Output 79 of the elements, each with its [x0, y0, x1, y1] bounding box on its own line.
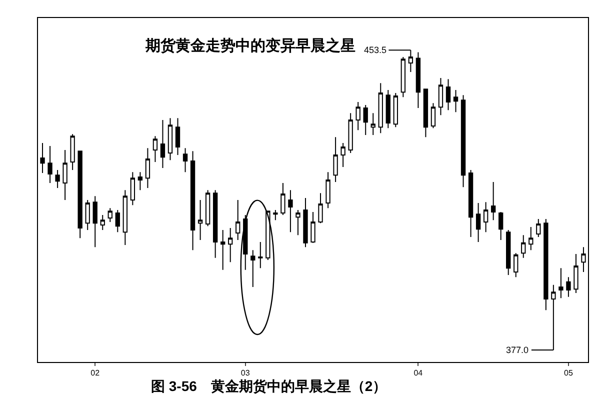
candlestick: [280, 182, 286, 216]
candlestick: [273, 209, 278, 221]
candlestick: [400, 56, 406, 98]
candlestick: [220, 230, 226, 270]
candlestick: [416, 52, 421, 108]
candlestick: [62, 149, 68, 201]
candlestick: [100, 214, 105, 231]
candlestick: [296, 209, 300, 236]
candlestick: [574, 254, 578, 294]
candlestick: [205, 190, 210, 227]
candlestick: [138, 172, 143, 191]
candlestick: [48, 146, 52, 184]
candlestick: [130, 172, 136, 206]
candlestick: [333, 136, 338, 183]
candlestick: [581, 246, 586, 273]
candlestick: [122, 190, 128, 246]
candlestick: [250, 250, 256, 288]
candlestick: [446, 78, 451, 111]
annotation: 453.5: [364, 45, 387, 55]
candlestick: [348, 112, 353, 154]
candlestick: [430, 102, 436, 129]
candlestick: [310, 212, 316, 244]
candlestick: [468, 170, 474, 238]
candlestick: [190, 150, 196, 251]
candlestick: [506, 230, 511, 276]
candlestick: [370, 112, 376, 136]
candlestick: [490, 182, 496, 221]
candlestick: [476, 202, 481, 243]
candlestick: [92, 196, 98, 248]
candlestick: [356, 101, 360, 131]
candlestick: [258, 242, 263, 269]
candlestick: [266, 210, 270, 261]
candlestick: [460, 94, 466, 188]
candlestick: [393, 92, 398, 128]
candlestick: [303, 197, 308, 248]
candlestick: [498, 212, 504, 240]
candlestick: [85, 200, 90, 231]
candlestick: [160, 119, 166, 168]
candlestick: [108, 208, 112, 222]
candlestick: [363, 104, 368, 136]
candlestick: [236, 200, 240, 240]
candlestick: [326, 172, 330, 209]
x-tick-label: 04: [414, 368, 424, 378]
x-tick-label: 05: [564, 368, 574, 378]
candlestick: [198, 200, 203, 240]
candlestick: [55, 170, 60, 189]
candlestick: [340, 142, 346, 168]
x-tick-label: 03: [240, 368, 250, 378]
candlestick: [78, 150, 82, 239]
candlestick: [115, 209, 120, 233]
candlestick: [558, 268, 564, 299]
candlestick: [544, 218, 548, 311]
candlestick: [175, 118, 180, 156]
candlestick: [70, 134, 75, 171]
candlestick: [566, 276, 571, 298]
x-tick-label: 02: [90, 368, 100, 378]
candlestick: [40, 142, 45, 174]
candlestick: [168, 118, 173, 161]
candlestick: [288, 190, 293, 233]
candlestick: [145, 148, 150, 189]
caption: 图 3-56 黄金期货中的早晨之星（2）: [151, 378, 387, 394]
candlestick: [243, 214, 248, 270]
candlestick: [318, 192, 323, 224]
candlestick: [438, 77, 444, 116]
candlestick: [182, 148, 188, 173]
candlestick: [514, 252, 518, 278]
candlestick: [228, 227, 233, 263]
candlestick: [378, 82, 383, 134]
annotation: 377.0: [506, 345, 529, 355]
candlestick: [521, 234, 526, 258]
chart-title: 期货黄金走势中的变异早晨之星: [144, 36, 356, 55]
candlestick: [483, 202, 488, 233]
candlestick: [453, 89, 458, 113]
candlestick: [212, 190, 218, 258]
candlestick: [528, 226, 534, 251]
candlestick: [152, 136, 158, 162]
candlestick: [536, 218, 541, 238]
candlestick: [386, 89, 390, 129]
candlestick: [423, 88, 428, 138]
